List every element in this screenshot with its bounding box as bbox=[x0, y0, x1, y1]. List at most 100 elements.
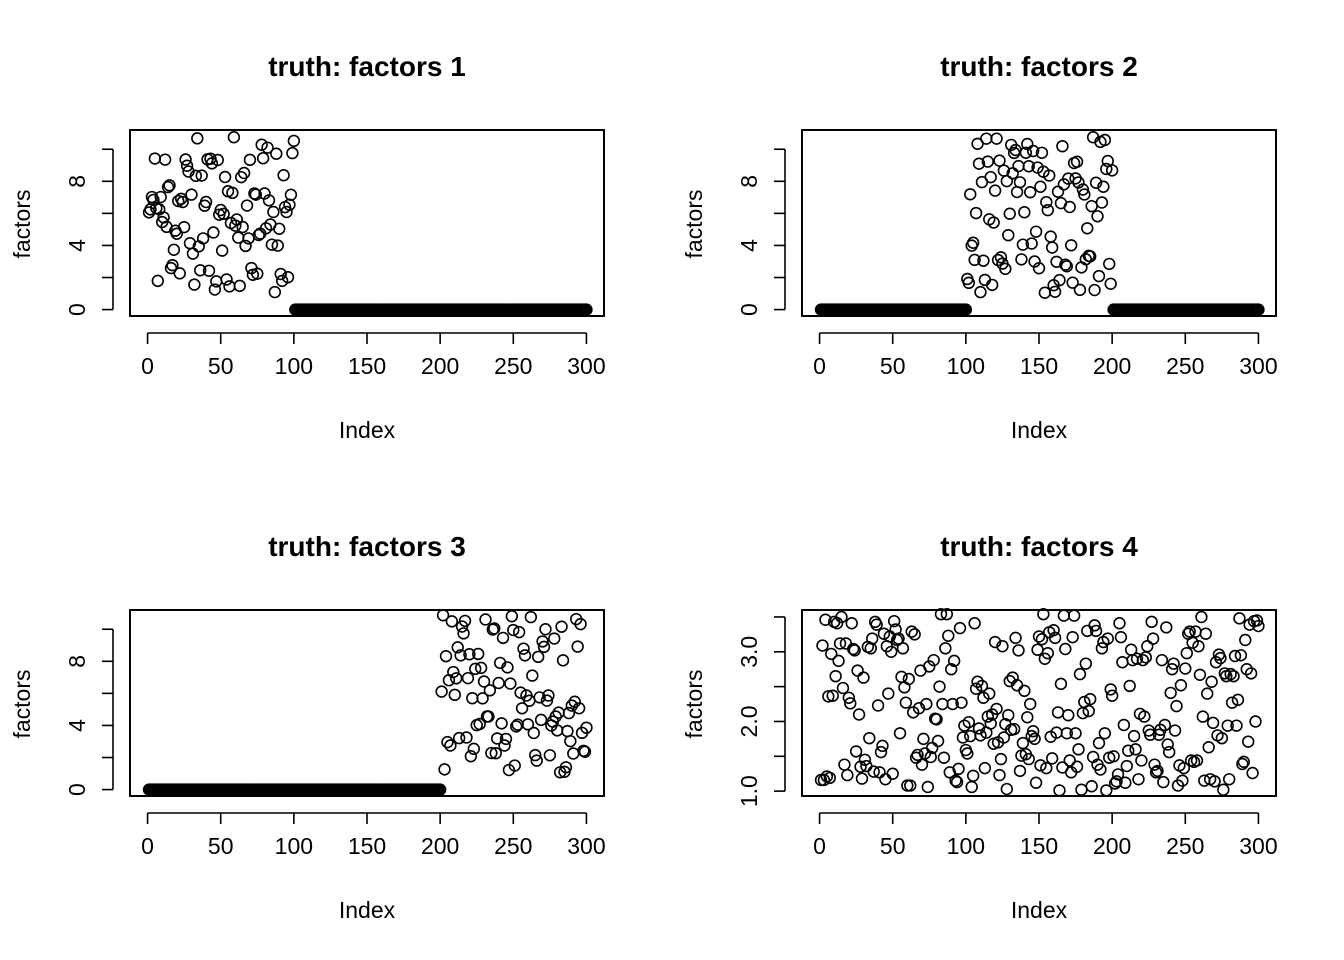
data-point bbox=[849, 745, 863, 758]
data-point bbox=[1002, 228, 1015, 242]
data-point bbox=[188, 278, 201, 291]
data-point bbox=[924, 750, 937, 764]
data-point bbox=[163, 179, 176, 192]
data-point bbox=[185, 188, 198, 201]
data-point bbox=[1123, 679, 1136, 693]
data-point bbox=[1098, 133, 1112, 147]
data-point bbox=[1168, 724, 1182, 737]
data-point bbox=[474, 661, 488, 675]
data-point bbox=[227, 131, 241, 144]
data-point bbox=[1062, 708, 1075, 722]
data-point bbox=[1122, 744, 1135, 757]
data-point bbox=[1021, 711, 1034, 724]
data-point bbox=[147, 193, 160, 207]
data-point bbox=[517, 642, 530, 655]
data-point bbox=[236, 220, 249, 234]
data-point bbox=[239, 239, 252, 253]
data-point bbox=[229, 219, 242, 232]
data-point bbox=[447, 665, 460, 679]
data-point bbox=[1193, 668, 1207, 681]
data-point bbox=[1105, 164, 1119, 177]
data-point bbox=[1206, 716, 1220, 730]
data-point bbox=[996, 640, 1009, 653]
data-point bbox=[1083, 692, 1097, 706]
data-point bbox=[1110, 775, 1123, 788]
data-point bbox=[1152, 728, 1166, 741]
data-point bbox=[539, 623, 552, 636]
data-point bbox=[874, 745, 888, 759]
data-point bbox=[988, 184, 1002, 197]
data-point bbox=[1040, 195, 1053, 209]
data-point bbox=[1015, 253, 1028, 266]
data-point bbox=[529, 748, 542, 762]
y-tick-label: 8 bbox=[64, 655, 90, 668]
data-point bbox=[1157, 775, 1170, 789]
data-point bbox=[265, 238, 279, 251]
data-point bbox=[993, 768, 1006, 782]
data-point bbox=[189, 169, 203, 183]
data-point bbox=[964, 188, 977, 201]
data-point bbox=[237, 166, 251, 180]
data-point bbox=[968, 617, 981, 630]
x-tick-label: 50 bbox=[880, 353, 906, 379]
data-point bbox=[1060, 727, 1074, 740]
data-point bbox=[1167, 657, 1180, 670]
data-point bbox=[1034, 759, 1047, 772]
data-point bbox=[1100, 784, 1113, 797]
data-point bbox=[1029, 776, 1043, 789]
data-point bbox=[1141, 640, 1154, 653]
data-point bbox=[1177, 761, 1191, 775]
data-point bbox=[985, 278, 999, 292]
data-point bbox=[969, 206, 983, 220]
data-point bbox=[1209, 656, 1223, 669]
y-axis: 0 4 8 bbox=[64, 628, 114, 796]
y-axis: 1.0 2.0 3.0 bbox=[736, 616, 786, 807]
data-point bbox=[226, 186, 239, 200]
panel-3: truth: factors 3 0 50 100 150 200 250 300 048 … bbox=[9, 531, 606, 923]
data-point bbox=[833, 637, 847, 650]
data-point bbox=[981, 155, 994, 168]
data-point bbox=[458, 614, 472, 628]
data-point bbox=[249, 188, 263, 201]
data-point bbox=[1050, 255, 1063, 268]
data-point bbox=[191, 132, 204, 145]
data-point bbox=[829, 669, 842, 683]
data-point bbox=[510, 720, 523, 733]
data-point bbox=[1024, 697, 1037, 711]
data-point bbox=[1129, 743, 1142, 756]
data-point bbox=[504, 677, 517, 690]
y-tick-label: 0 bbox=[64, 783, 90, 796]
data-point bbox=[905, 625, 918, 638]
data-point bbox=[1170, 699, 1183, 713]
data-point bbox=[917, 732, 930, 746]
data-point bbox=[825, 647, 838, 661]
data-point bbox=[836, 681, 850, 695]
data-point bbox=[543, 749, 557, 762]
data-point bbox=[1067, 609, 1081, 622]
data-point bbox=[1202, 741, 1215, 754]
data-point bbox=[931, 734, 945, 748]
data-point bbox=[908, 628, 921, 641]
data-point bbox=[1230, 719, 1243, 732]
data-point bbox=[571, 640, 584, 653]
x-tick-label: 300 bbox=[567, 833, 605, 859]
data-points bbox=[142, 609, 593, 796]
data-point bbox=[1104, 277, 1117, 290]
data-point bbox=[1035, 146, 1049, 159]
data-point bbox=[467, 742, 480, 756]
data-point bbox=[1013, 764, 1027, 778]
x-axis-label: Index bbox=[1011, 417, 1068, 443]
data-point bbox=[1145, 615, 1158, 629]
data-point bbox=[267, 205, 280, 219]
x-tick-label: 0 bbox=[141, 833, 154, 859]
data-point bbox=[890, 633, 904, 647]
x-tick-label: 250 bbox=[1166, 833, 1204, 859]
data-point bbox=[463, 648, 476, 661]
data-point bbox=[580, 721, 593, 734]
data-point bbox=[1024, 186, 1037, 199]
data-point bbox=[1013, 176, 1027, 189]
y-axis: 0 4 8 bbox=[64, 148, 114, 316]
data-point bbox=[1098, 727, 1112, 740]
data-point bbox=[1059, 258, 1072, 271]
